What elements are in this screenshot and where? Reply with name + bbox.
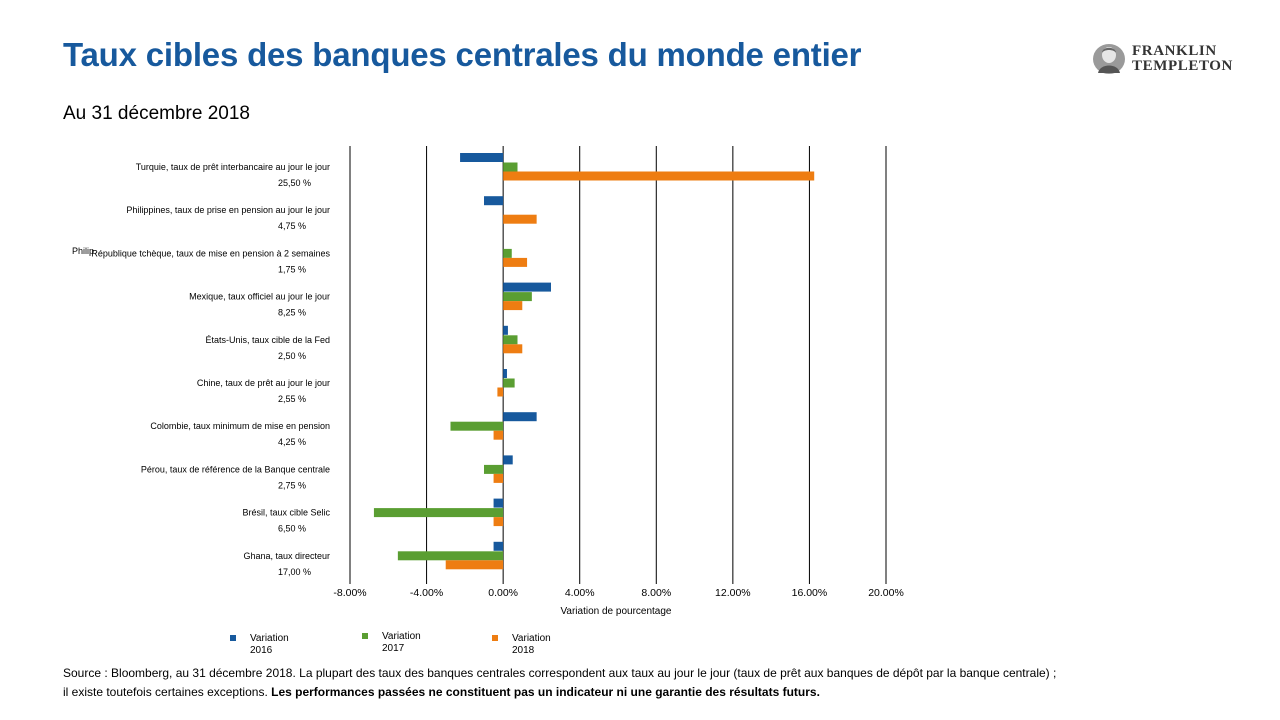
bar [503, 292, 532, 302]
x-tick-label: -4.00% [410, 587, 443, 599]
legend-item-2016: Variation 2016 [230, 633, 310, 657]
bar [503, 282, 551, 292]
bar [503, 455, 513, 465]
franklin-templeton-logo: FRANKLIN TEMPLETON [1092, 43, 1233, 75]
legend-label-2017-line2: 2017 [382, 643, 405, 654]
stray-category-label: Philip [72, 246, 94, 256]
bar [503, 369, 507, 378]
legend-swatch-2018 [492, 635, 498, 641]
category-label: Chine, taux de prêt au jour le jour [197, 378, 330, 388]
legend-item-2018: Variation 2018 [492, 633, 572, 657]
bar [503, 335, 518, 345]
bar [450, 421, 504, 431]
disclaimer-text: Les performances passées ne constituent … [271, 685, 820, 699]
category-rate-label: 2,75 % [278, 480, 306, 490]
category-label: République tchèque, taux de mise en pens… [91, 248, 330, 258]
bar [397, 551, 504, 561]
legend-swatch-2017 [362, 633, 368, 639]
bar [503, 248, 512, 258]
category-rate-label: 2,50 % [278, 351, 306, 361]
category-rate-label: 17,00 % [278, 567, 311, 577]
legend-label-2016-line1: Variation [250, 633, 289, 644]
legend-label-2017-line1: Variation [382, 631, 421, 642]
x-tick-label: 0.00% [488, 587, 518, 599]
bar [503, 412, 537, 422]
bar [503, 214, 537, 224]
page-title: Taux cibles des banques centrales du mon… [63, 36, 862, 73]
legend-label-2016-line2: 2016 [250, 645, 273, 656]
category-label: Brésil, taux cible Selic [242, 508, 330, 518]
category-label: Colombie, taux minimum de mise en pensio… [150, 421, 330, 431]
bar [460, 153, 504, 162]
category-label: Ghana, taux directeur [243, 551, 330, 561]
category-rate-label: 2,55 % [278, 394, 306, 404]
chart-legend: Variation 2016 Variation 2017 Variation … [0, 631, 1280, 663]
source-note: Source : Bloomberg, au 31 décembre 2018.… [63, 664, 1063, 702]
bar [497, 387, 504, 397]
page-subtitle: Au 31 décembre 2018 [63, 103, 250, 124]
x-tick-label: 4.00% [565, 587, 595, 599]
category-label: Philippines, taux de prise en pension au… [126, 205, 330, 215]
legend-label-2018-line2: 2018 [512, 645, 535, 656]
bar-chart: -8.00% -4.00% 0.00% 4.00% 8.00% 12.00% 16.00% 2… [72, 146, 904, 617]
bar [503, 344, 523, 354]
x-axis-label: Variation de pourcentage [560, 606, 671, 617]
logo-line-2: TEMPLETON [1132, 58, 1233, 74]
bar [503, 378, 515, 388]
bar [503, 325, 508, 335]
legend-label-2018-line1: Variation [512, 633, 551, 644]
bar [493, 498, 504, 508]
bar [493, 430, 504, 440]
x-tick-label: 12.00% [715, 587, 751, 599]
bar [503, 162, 518, 172]
bar [493, 473, 504, 483]
bar [503, 257, 528, 267]
logo-line-1: FRANKLIN [1132, 43, 1217, 59]
category-label: Mexique, taux officiel au jour le jour [189, 292, 330, 302]
x-tick-label: 20.00% [868, 587, 904, 599]
category-rate-label: 4,25 % [278, 437, 306, 447]
bar [484, 464, 504, 474]
franklin-portrait-icon [1093, 44, 1125, 74]
category-rate-label: 8,25 % [278, 308, 306, 318]
legend-item-2017: Variation 2017 [362, 631, 442, 655]
category-rate-label: 25,50 % [278, 178, 311, 188]
category-label: Turquie, taux de prêt interbancaire au j… [136, 162, 330, 172]
bar [493, 517, 504, 527]
bar [445, 560, 504, 570]
bar [373, 508, 504, 518]
category-rate-label: 6,50 % [278, 524, 306, 534]
bar [503, 301, 523, 311]
bar [503, 171, 815, 181]
bar [484, 196, 504, 206]
legend-swatch-2016 [230, 635, 236, 641]
source-text: Source : Bloomberg, au 31 décembre 2018.… [63, 666, 1057, 699]
bar [493, 541, 504, 551]
x-tick-label: 16.00% [792, 587, 828, 599]
x-tick-label: -8.00% [333, 587, 366, 599]
category-label: Pérou, taux de référence de la Banque ce… [141, 464, 330, 474]
category-label: États-Unis, taux cible de la Fed [205, 335, 330, 345]
x-tick-label: 8.00% [641, 587, 671, 599]
category-rate-label: 1,75 % [278, 264, 306, 274]
category-rate-label: 4,75 % [278, 221, 306, 231]
